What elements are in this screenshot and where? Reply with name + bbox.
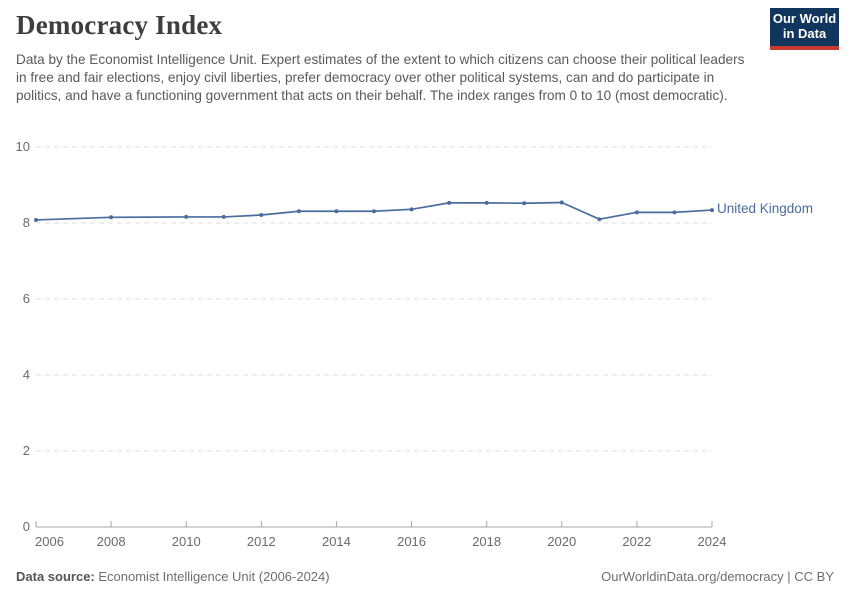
data-point-2016[interactable] [409, 207, 414, 212]
x-tick-label: 2014 [322, 534, 351, 549]
data-point-2006[interactable] [34, 217, 38, 222]
owid-logo-line1: Our World [772, 11, 837, 26]
data-point-2018[interactable] [484, 200, 489, 205]
x-tick-label: 2020 [547, 534, 576, 549]
data-source: Data source: Economist Intelligence Unit… [16, 569, 330, 584]
owid-logo-line2: in Data [782, 26, 827, 41]
data-point-2023[interactable] [672, 210, 677, 215]
x-tick-label: 2012 [247, 534, 276, 549]
x-tick-label: 2018 [472, 534, 501, 549]
data-source-value: Economist Intelligence Unit (2006-2024) [94, 569, 330, 584]
y-tick-label: 8 [23, 215, 30, 230]
data-point-2022[interactable] [634, 210, 639, 215]
owid-logo: Our World in Data [770, 8, 839, 50]
data-point-2021[interactable] [597, 217, 602, 222]
data-source-label: Data source: [16, 569, 95, 584]
y-tick-label: 4 [23, 367, 30, 382]
y-tick-label: 0 [23, 519, 30, 534]
x-tick-label: 2006 [35, 534, 64, 549]
y-tick-label: 2 [23, 443, 30, 458]
data-point-2020[interactable] [559, 200, 564, 205]
y-tick-label: 10 [16, 139, 30, 154]
x-tick-label: 2022 [622, 534, 651, 549]
data-point-2015[interactable] [372, 209, 376, 214]
chart-subtitle: Data by the Economist Intelligence Unit.… [16, 52, 745, 104]
data-point-2024[interactable] [710, 208, 714, 213]
data-point-2012[interactable] [259, 213, 264, 218]
data-point-2014[interactable] [334, 209, 339, 214]
data-point-2013[interactable] [296, 209, 301, 214]
x-tick-label: 2010 [172, 534, 201, 549]
data-point-2019[interactable] [522, 201, 527, 206]
credit-text: OurWorldinData.org/democracy | CC BY [601, 569, 834, 584]
series-label-united-kingdom[interactable]: United Kingdom [717, 201, 814, 217]
x-tick-label: 2024 [698, 534, 727, 549]
data-point-2017[interactable] [447, 200, 452, 205]
data-point-2008[interactable] [109, 215, 114, 220]
x-tick-label: 2016 [397, 534, 426, 549]
y-tick-label: 6 [23, 291, 30, 306]
page-title: Democracy Index [16, 10, 223, 40]
data-point-2011[interactable] [221, 214, 226, 219]
data-point-2010[interactable] [184, 214, 189, 219]
x-tick-label: 2008 [97, 534, 126, 549]
